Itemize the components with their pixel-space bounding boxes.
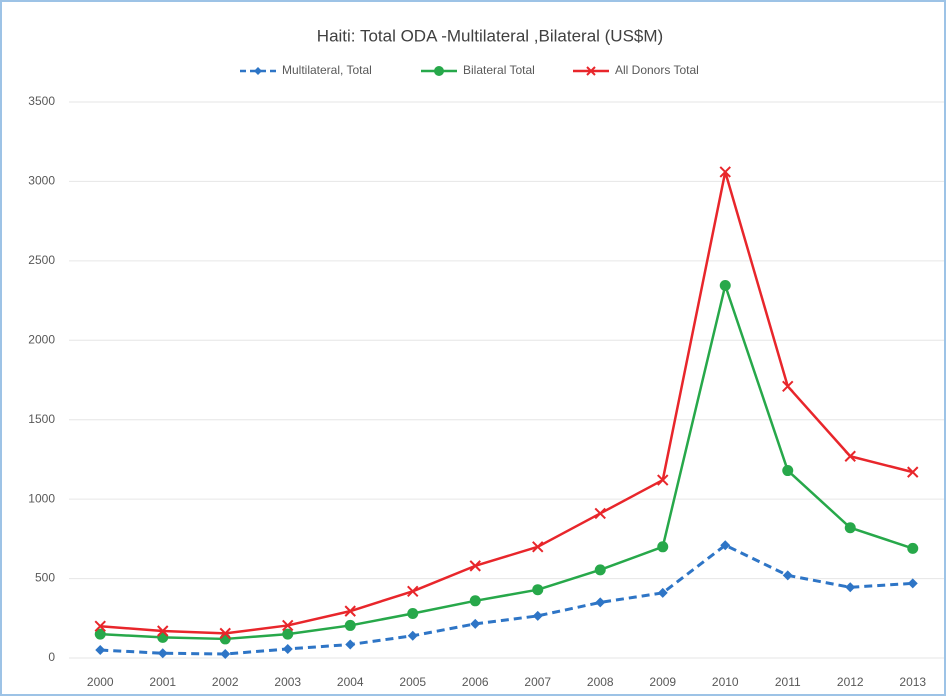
- marker: [719, 279, 731, 291]
- x-tick-label: 2005: [399, 675, 426, 689]
- marker: [282, 619, 294, 632]
- marker: [95, 645, 106, 656]
- marker: [844, 522, 856, 534]
- marker: [594, 507, 606, 520]
- x-tick-label: 2007: [524, 675, 551, 689]
- marker: [407, 630, 418, 641]
- y-tick-label: 500: [35, 571, 55, 585]
- marker: [907, 542, 919, 554]
- marker: [532, 610, 543, 621]
- x-tick-label: 2000: [87, 675, 114, 689]
- marker: [220, 649, 231, 660]
- marker: [657, 541, 669, 553]
- x-tick-label: 2012: [837, 675, 864, 689]
- marker: [94, 628, 106, 640]
- marker: [532, 541, 544, 553]
- y-tick-label: 2500: [28, 253, 55, 267]
- marker: [844, 450, 856, 462]
- legend-marker: [586, 66, 596, 76]
- x-tick-label: 2009: [649, 675, 676, 689]
- marker: [282, 643, 293, 654]
- legend-marker: [254, 67, 262, 75]
- marker: [470, 618, 481, 629]
- y-tick-label: 3000: [28, 174, 55, 188]
- x-tick-label: 2010: [712, 675, 739, 689]
- marker: [595, 597, 606, 608]
- legend-label: All Donors Total: [615, 63, 699, 77]
- marker: [282, 628, 294, 640]
- marker: [345, 639, 356, 650]
- series-line: [100, 170, 914, 635]
- y-tick-label: 2000: [28, 332, 55, 346]
- y-tick-label: 1000: [28, 491, 55, 505]
- marker: [94, 620, 106, 632]
- marker: [907, 578, 918, 589]
- legend-label: Bilateral Total: [463, 63, 535, 77]
- y-tick-label: 0: [48, 650, 55, 664]
- marker: [219, 627, 231, 640]
- marker: [407, 608, 419, 620]
- chart-title: Haiti: Total ODA -Multilateral ,Bilatera…: [317, 26, 663, 45]
- marker: [157, 625, 169, 637]
- marker: [407, 585, 419, 597]
- x-tick-label: 2008: [587, 675, 614, 689]
- marker: [719, 166, 731, 178]
- x-tick-label: 2011: [775, 675, 801, 689]
- x-tick-label: 2003: [274, 675, 301, 689]
- marker: [219, 633, 231, 645]
- series-line: [100, 543, 913, 656]
- x-tick-label: 2006: [462, 675, 489, 689]
- marker: [344, 619, 356, 631]
- marker: [720, 540, 731, 551]
- x-tick-label: 2013: [899, 675, 926, 689]
- marker: [157, 648, 168, 659]
- marker: [344, 605, 356, 617]
- y-tick-label: 1500: [28, 412, 55, 426]
- legend-label: Multilateral, Total: [282, 63, 372, 77]
- legend-marker: [434, 66, 444, 76]
- marker: [657, 587, 668, 598]
- marker: [657, 474, 669, 486]
- marker: [782, 380, 794, 393]
- marker: [907, 466, 919, 478]
- x-tick-label: 2002: [212, 675, 239, 689]
- marker: [845, 582, 856, 593]
- x-tick-label: 2004: [337, 675, 364, 689]
- marker: [782, 465, 794, 477]
- marker: [782, 570, 793, 581]
- series-line: [100, 284, 914, 641]
- marker: [469, 595, 481, 607]
- marker: [469, 560, 481, 572]
- y-tick-label: 3500: [28, 94, 55, 108]
- x-tick-label: 2001: [149, 675, 176, 689]
- marker: [532, 584, 544, 596]
- marker: [594, 564, 606, 576]
